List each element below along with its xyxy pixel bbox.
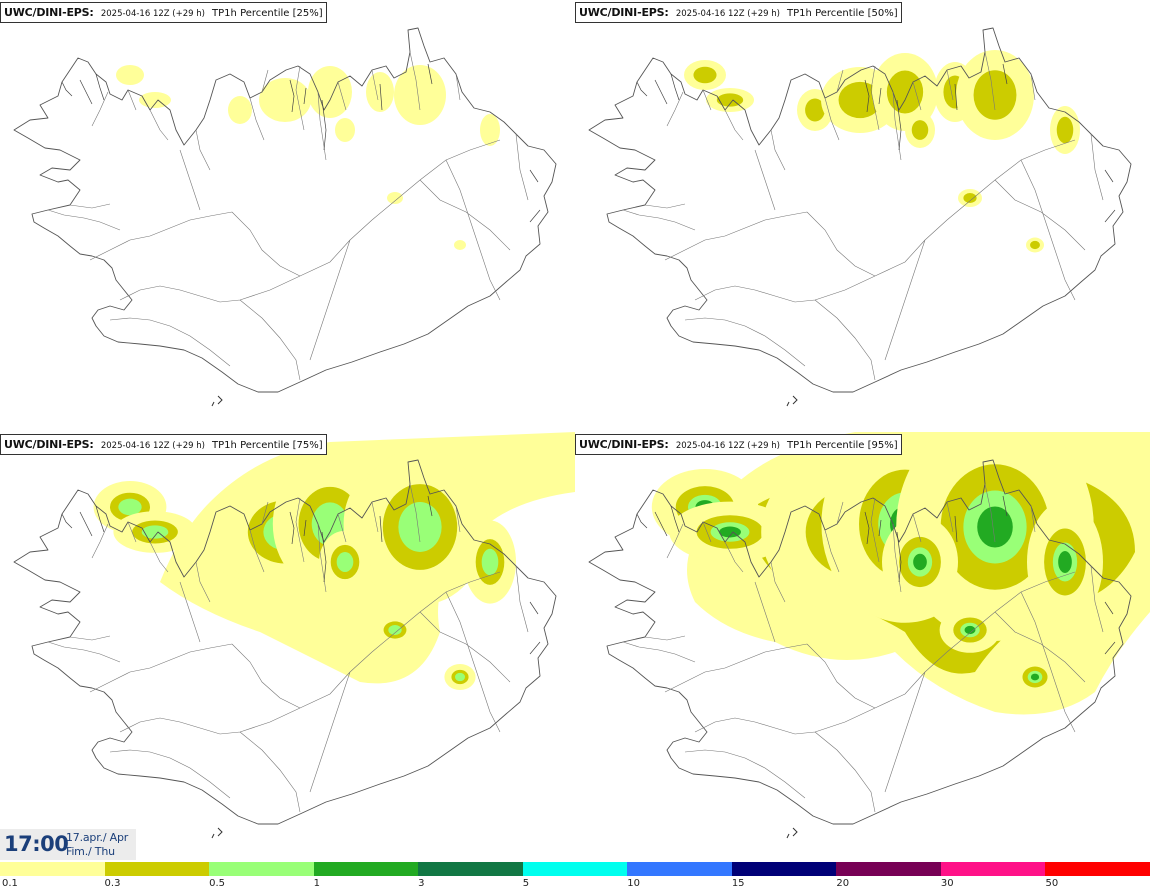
precip-area [259,78,311,122]
parameter-name: TP1h Percentile [75%] [212,440,323,451]
scale-band [731,862,837,876]
precip-field [651,432,1150,715]
precip-area [911,120,929,140]
map-panel-p95: UWC/DINI-EPS: 2025-04-16 12Z (+29 h) TP1… [575,432,1150,862]
run-date: 2025-04-16 12Z (+29 h) [675,441,780,451]
precip-area [913,553,927,571]
panel-title: UWC/DINI-EPS: 2025-04-16 12Z (+29 h) TP1… [575,2,902,23]
precip-area [805,98,825,122]
precip-area [335,118,355,142]
precip-area [228,96,252,124]
scale-tick-label: 3 [418,878,425,889]
valid-weekday-line: Fim./ Thu [66,845,115,858]
precip-map-p25 [13,27,557,407]
precip-area [388,625,402,635]
precip-area [481,548,499,576]
scale-tick-label: 20 [836,878,850,889]
precip-map-p75 [13,432,575,839]
parameter-name: TP1h Percentile [50%] [787,8,898,19]
precip-area [1056,116,1074,144]
scale-band [104,862,210,876]
model-name: UWC/DINI-EPS [579,6,665,19]
scale-tick-label: 0.1 [2,878,18,889]
map-panel-p75: UWC/DINI-EPS: 2025-04-16 12Z (+29 h) TP1… [0,432,575,862]
run-date: 2025-04-16 12Z (+29 h) [100,9,205,19]
precip-area [693,66,717,84]
scale-tick-label: 5 [522,878,530,889]
model-name: UWC/DINI-EPS [4,6,90,19]
scale-band [1045,862,1150,876]
valid-time-clock: 17:00 [4,832,69,856]
precip-area [1030,673,1040,681]
precip-map-p50 [588,27,1132,407]
scale-tick-label: 0.5 [209,878,225,889]
precip-area [719,526,741,538]
precip-area [336,552,354,572]
model-name: UWC/DINI-EPS [4,438,90,451]
precip-area [308,66,352,118]
scale-band [0,862,105,876]
scale-tick-label: 15 [731,878,745,889]
precip-area [387,192,403,204]
valid-time-box: 17:00 17.apr./ Apr Fim./ Thu [0,829,136,860]
scale-band [209,862,315,876]
precip-area [480,114,500,146]
parameter-name: TP1h Percentile [95%] [787,440,898,451]
precip-color-scale: 0.1 0.3 0.5 1 3 5 10 15 20 30 50 [0,862,1150,891]
map-panel-p25: UWC/DINI-EPS: 2025-04-16 12Z (+29 h) TP1… [0,0,575,430]
precip-area [118,498,142,516]
precip-area [141,525,169,539]
parameter-name: TP1h Percentile [25%] [212,8,323,19]
precip-area [1030,240,1040,250]
precip-field [116,65,500,250]
panel-title: UWC/DINI-EPS: 2025-04-16 12Z (+29 h) TP1… [0,2,327,23]
run-date: 2025-04-16 12Z (+29 h) [675,9,780,19]
scale-band [836,862,942,876]
precip-area [454,240,466,250]
precip-area [366,72,394,112]
valid-date-line: 17.apr./ Apr [66,831,129,844]
precip-area [116,65,144,85]
scale-tick-label: 1 [313,878,320,889]
precip-area [1058,551,1072,573]
precip-area [963,193,977,203]
precip-area [455,672,465,682]
map-panel-p50: UWC/DINI-EPS: 2025-04-16 12Z (+29 h) TP1… [575,0,1150,430]
scale-band [940,862,1046,876]
precip-area [838,81,882,119]
precip-map-p95 [588,432,1150,839]
scale-band [627,862,733,876]
scale-tick-label: 30 [940,878,954,889]
scale-band [313,862,419,876]
precip-area [977,506,1013,548]
precip-area [886,70,924,114]
precip-area [964,625,976,635]
scale-band [418,862,524,876]
scale-tick-label: 10 [627,878,640,889]
precip-area [394,65,446,125]
panel-title: UWC/DINI-EPS: 2025-04-16 12Z (+29 h) TP1… [575,434,902,455]
model-name: UWC/DINI-EPS [579,438,665,451]
precip-field [93,432,575,690]
precip-area [973,70,1017,120]
panel-title: UWC/DINI-EPS: 2025-04-16 12Z (+29 h) TP1… [0,434,327,455]
precip-area [398,502,442,552]
scale-tick-label: 50 [1045,878,1059,889]
run-date: 2025-04-16 12Z (+29 h) [100,441,205,451]
precip-field [684,50,1080,253]
scale-tick-label: 0.3 [104,878,121,889]
scale-band [522,862,628,876]
